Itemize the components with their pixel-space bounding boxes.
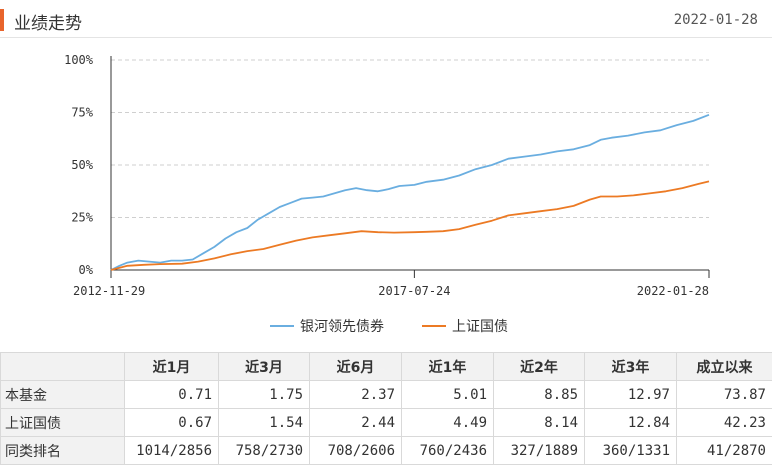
- table-cell: 758/2730: [218, 436, 310, 465]
- series-line-1: [110, 113, 710, 271]
- table-cell: 5.01: [401, 380, 494, 409]
- table-row: 上证国债 0.67 1.54 2.44 4.49 8.14 12.84 42.2…: [0, 408, 772, 437]
- table-cell: 1.75: [218, 380, 310, 409]
- x-tick-label: 2022-01-28: [637, 284, 709, 298]
- table-cell: 327/1889: [493, 436, 585, 465]
- y-tick-label: 50%: [71, 158, 93, 172]
- x-tick-label: 2012-11-29: [73, 284, 145, 298]
- legend-label: 银河领先债券: [300, 319, 384, 335]
- panel-header: 业绩走势 2022-01-28: [0, 0, 772, 38]
- table-cell: 12.97: [584, 380, 677, 409]
- table-cell: 0.71: [124, 380, 219, 409]
- table-row: 本基金 0.71 1.75 2.37 5.01 8.85 12.97 73.87: [0, 380, 772, 409]
- table-header-2y: 近2年: [493, 352, 585, 381]
- legend-label: 上证国债: [452, 319, 508, 335]
- performance-line-chart: 0% 25% 50% 75% 100% 2012-11-29 2017-07-24 2022-…: [64, 53, 710, 335]
- table-cell: 1.54: [218, 408, 310, 437]
- table-row: 同类排名 1014/2856 758/2730 708/2606 760/243…: [0, 436, 772, 465]
- table-header-6m: 近6月: [309, 352, 402, 381]
- table-header-since-inception: 成立以来: [676, 352, 772, 381]
- table-cell: 760/2436: [401, 436, 494, 465]
- table-cell: 360/1331: [584, 436, 677, 465]
- table-header-3m: 近3月: [218, 352, 310, 381]
- table-cell: 8.14: [493, 408, 585, 437]
- row-label-rank: 同类排名: [0, 436, 125, 465]
- y-tick-label: 100%: [64, 53, 94, 67]
- y-tick-label: 25%: [71, 211, 93, 225]
- row-label-fund: 本基金: [0, 380, 125, 409]
- table-cell: 8.85: [493, 380, 585, 409]
- header-accent-bar: [0, 9, 4, 31]
- table-cell: 41/2870: [676, 436, 772, 465]
- row-label-benchmark: 上证国债: [0, 408, 125, 437]
- table-header-row: 近1月 近3月 近6月 近1年 近2年 近3年 成立以来: [0, 352, 772, 381]
- table-header-blank: [0, 352, 125, 381]
- performance-table: 近1月 近3月 近6月 近1年 近2年 近3年 成立以来 本基金 0.71 1.…: [0, 352, 772, 465]
- table-cell: 1014/2856: [124, 436, 219, 465]
- series-line-2: [110, 180, 710, 271]
- table-cell: 2.37: [309, 380, 402, 409]
- y-tick-label: 75%: [71, 106, 93, 120]
- table-cell: 0.67: [124, 408, 219, 437]
- table-header-1m: 近1月: [124, 352, 219, 381]
- table-cell: 708/2606: [309, 436, 402, 465]
- panel-title: 业绩走势: [14, 14, 82, 34]
- table-header-3y: 近3年: [584, 352, 677, 381]
- table-cell: 42.23: [676, 408, 772, 437]
- table-header-1y: 近1年: [401, 352, 494, 381]
- table-cell: 73.87: [676, 380, 772, 409]
- y-tick-label: 0%: [79, 263, 94, 277]
- table-cell: 4.49: [401, 408, 494, 437]
- table-cell: 12.84: [584, 408, 677, 437]
- table-cell: 2.44: [309, 408, 402, 437]
- panel-date: 2022-01-28: [673, 12, 758, 28]
- x-tick-label: 2017-07-24: [378, 284, 450, 298]
